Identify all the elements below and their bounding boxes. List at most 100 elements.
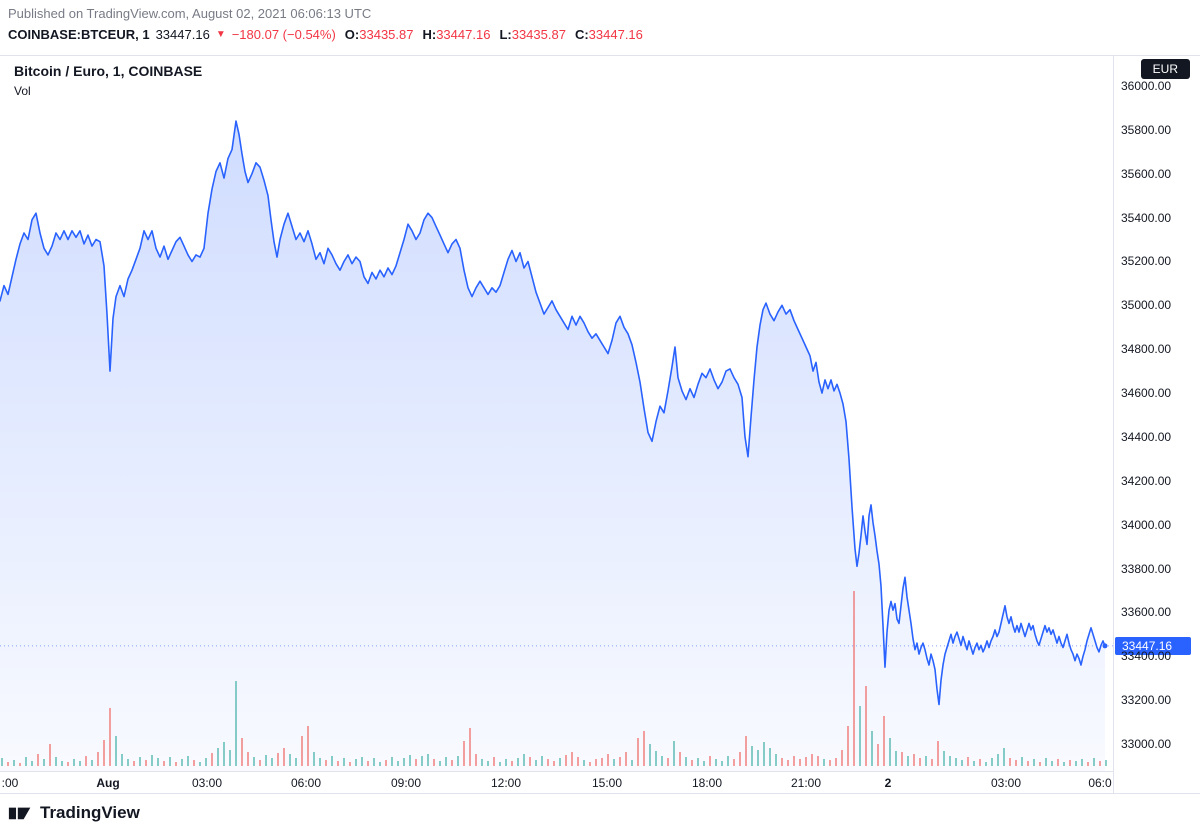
volume-bar xyxy=(193,760,195,766)
volume-bar xyxy=(907,756,909,766)
price-axis-label: 34800.00 xyxy=(1121,342,1172,357)
volume-bar xyxy=(979,759,981,766)
volume-bar xyxy=(841,750,843,766)
volume-bar xyxy=(409,755,411,766)
footer: TradingView xyxy=(8,802,140,824)
volume-bar xyxy=(361,757,363,766)
volume-bar xyxy=(1015,760,1017,766)
volume-bar xyxy=(325,760,327,766)
volume-bar xyxy=(1051,761,1053,766)
price-axis-label: 33400.00 xyxy=(1121,649,1172,664)
volume-bar xyxy=(55,757,57,766)
volume-bar xyxy=(379,762,381,766)
volume-bar xyxy=(745,736,747,766)
volume-bar xyxy=(1081,759,1083,766)
price-change: −180.07 (−0.54%) xyxy=(231,27,336,42)
volume-bar xyxy=(799,759,801,766)
volume-bar xyxy=(175,762,177,766)
volume-bar xyxy=(343,758,345,766)
volume-bar xyxy=(541,756,543,766)
volume-bar xyxy=(763,742,765,766)
price-area-fill xyxy=(0,121,1105,771)
volume-bar xyxy=(7,762,9,766)
volume-bar xyxy=(589,762,591,766)
time-axis-label: 12:00 xyxy=(490,776,522,790)
last-price-dot xyxy=(1102,643,1108,649)
volume-bar xyxy=(223,742,225,766)
volume-bar xyxy=(205,758,207,766)
volume-bar xyxy=(439,761,441,766)
volume-bar xyxy=(499,762,501,766)
volume-bar xyxy=(577,757,579,766)
volume-bar xyxy=(301,736,303,766)
volume-bar xyxy=(523,754,525,766)
volume-bar xyxy=(559,758,561,766)
down-arrow-icon: ▼ xyxy=(215,29,226,40)
volume-bar xyxy=(697,758,699,766)
price-axis: EUR 33447.16 36000.00 35800.00 35600.00 354… xyxy=(1113,56,1199,793)
volume-bar xyxy=(973,761,975,766)
volume-bar xyxy=(1009,758,1011,766)
time-axis-label: 18:00 xyxy=(691,776,723,790)
ohlc-value: 33435.87 xyxy=(359,27,414,42)
volume-bar xyxy=(715,759,717,766)
time-axis-label: 2 xyxy=(884,776,892,790)
price-axis-label: 33800.00 xyxy=(1121,561,1172,576)
volume-bar xyxy=(1033,759,1035,766)
ohlc-pair: H: 33447.16 xyxy=(422,27,490,42)
volume-bar xyxy=(367,761,369,766)
volume-indicator-label: Vol xyxy=(14,84,31,98)
volume-bar xyxy=(679,752,681,766)
published-caption: Published on TradingView.com, August 02,… xyxy=(8,6,372,21)
volume-bar xyxy=(673,741,675,766)
volume-bar xyxy=(1063,762,1065,766)
volume-bar xyxy=(163,761,165,766)
price-line xyxy=(0,120,1106,706)
price-axis-label: 35000.00 xyxy=(1121,298,1172,313)
volume-bar xyxy=(37,754,39,766)
volume-bar xyxy=(925,756,927,766)
volume-bar xyxy=(355,759,357,766)
volume-bar xyxy=(475,754,477,766)
quote-line: COINBASE:BTCEUR, 1 33447.16 ▼ −180.07 (−… xyxy=(8,27,643,42)
chart-container: Bitcoin / Euro, 1, COINBASE Vol EUR 3344… xyxy=(0,55,1200,794)
volume-bar xyxy=(385,760,387,766)
volume-bar xyxy=(427,754,429,766)
price-axis-label: 34000.00 xyxy=(1121,517,1172,532)
volume-bar xyxy=(415,759,417,766)
volume-bar xyxy=(265,755,267,766)
volume-bar xyxy=(469,728,471,766)
volume-bar xyxy=(781,758,783,766)
volume-bar xyxy=(685,757,687,766)
volume-bar xyxy=(595,759,597,766)
price-axis-label: 36000.00 xyxy=(1121,79,1172,93)
volume-bar xyxy=(811,754,813,766)
price-axis-label: 34600.00 xyxy=(1121,386,1172,401)
volume-bar xyxy=(337,761,339,766)
volume-bar xyxy=(1087,762,1089,766)
volume-bar xyxy=(1105,760,1107,766)
volume-bar xyxy=(451,760,453,766)
volume-bar xyxy=(313,752,315,766)
volume-bar xyxy=(619,757,621,766)
volume-bar xyxy=(1093,758,1095,766)
tradingview-logo-icon xyxy=(8,807,31,820)
volume-bar xyxy=(259,760,261,766)
price-chart-canvas xyxy=(0,120,1113,771)
ohlc-pair: C: 33447.16 xyxy=(575,27,643,42)
price-pane: Bitcoin / Euro, 1, COINBASE Vol xyxy=(0,56,1113,771)
volume-bar xyxy=(307,726,309,766)
volume-bar xyxy=(61,761,63,766)
volume-bar xyxy=(487,761,489,766)
volume-bar xyxy=(1027,761,1029,766)
volume-bar xyxy=(1057,759,1059,766)
volume-bar xyxy=(373,758,375,766)
last-price: 33447.16 xyxy=(155,27,210,42)
volume-bar xyxy=(529,757,531,766)
volume-bar xyxy=(859,706,861,766)
volume-bar xyxy=(661,756,663,766)
volume-bar xyxy=(1045,758,1047,766)
volume-bar xyxy=(151,755,153,766)
volume-bar xyxy=(457,756,459,766)
volume-bar xyxy=(565,755,567,766)
